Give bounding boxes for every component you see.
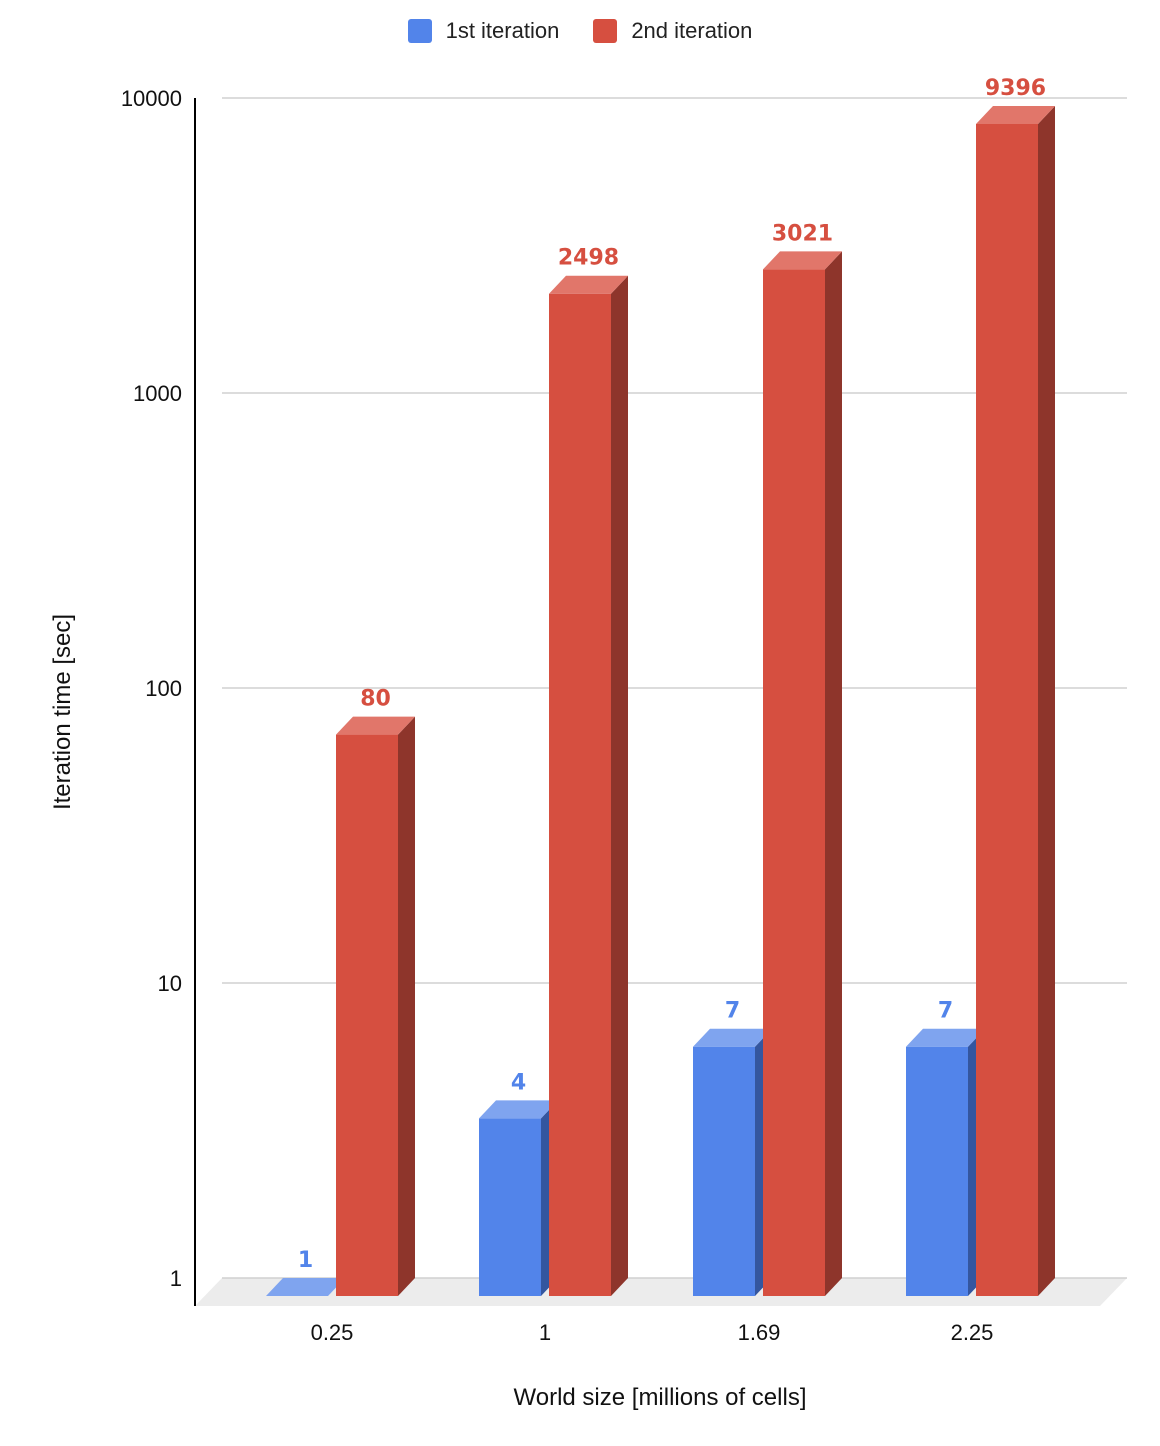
data-label: 2498 (558, 246, 619, 271)
floor-plane (195, 1278, 1127, 1306)
bars (266, 105, 1055, 1297)
bar[interactable] (763, 269, 825, 1297)
y-tick-label: 10 (158, 971, 182, 996)
legend-item-series-2[interactable]: 2nd iteration (593, 18, 752, 44)
data-label: 7 (938, 999, 953, 1024)
legend-label-series-1: 1st iteration (445, 18, 560, 43)
bar[interactable] (549, 293, 611, 1297)
bar-side (398, 716, 415, 1296)
data-label: 9396 (985, 76, 1046, 101)
bar[interactable] (906, 1046, 968, 1296)
bar[interactable] (479, 1118, 541, 1296)
legend-item-series-1[interactable]: 1st iteration (407, 18, 560, 44)
x-tick-label: 0.25 (311, 1320, 354, 1345)
chart-floor (195, 1278, 1127, 1306)
tick-labels: 1 10 100 1000 10000 0.25 1 1.69 2.25 (121, 86, 994, 1345)
data-label: 4 (511, 1070, 526, 1095)
y-tick-label: 10000 (121, 86, 182, 111)
legend: 1st iteration 2nd iteration (0, 18, 1160, 44)
data-label: 1 (298, 1248, 313, 1273)
y-axis-title: Iteration time [sec] (49, 614, 76, 810)
x-tick-label: 1.69 (738, 1320, 781, 1345)
legend-label-series-2: 2nd iteration (631, 18, 753, 43)
bar-side (611, 275, 628, 1297)
data-label: 3021 (772, 221, 833, 246)
bar-side (825, 251, 842, 1297)
bar[interactable] (976, 123, 1038, 1296)
bar[interactable] (693, 1046, 755, 1296)
data-label: 7 (725, 999, 740, 1024)
x-tick-label: 1 (539, 1320, 551, 1345)
bar-top (479, 1100, 558, 1119)
x-tick-label: 2.25 (951, 1320, 994, 1345)
y-tick-label: 1000 (133, 381, 182, 406)
bar-top (906, 1028, 985, 1047)
bar-top (266, 1278, 345, 1296)
x-axis-title: World size [millions of cells] (514, 1384, 807, 1411)
data-labels: 1 80 4 2498 7 3021 7 9396 (298, 76, 1046, 1273)
bar-top (549, 275, 628, 294)
y-tick-label: 100 (145, 676, 182, 701)
bar[interactable] (336, 734, 398, 1296)
bar-side (1038, 105, 1055, 1296)
data-label: 80 (360, 687, 391, 712)
bar-top (336, 716, 415, 735)
bar-top (976, 105, 1055, 124)
y-tick-label: 1 (170, 1266, 182, 1291)
legend-swatch-series-2 (593, 19, 618, 43)
bar-top (693, 1028, 772, 1047)
bar-top (763, 251, 842, 270)
legend-swatch-series-1 (407, 19, 432, 43)
